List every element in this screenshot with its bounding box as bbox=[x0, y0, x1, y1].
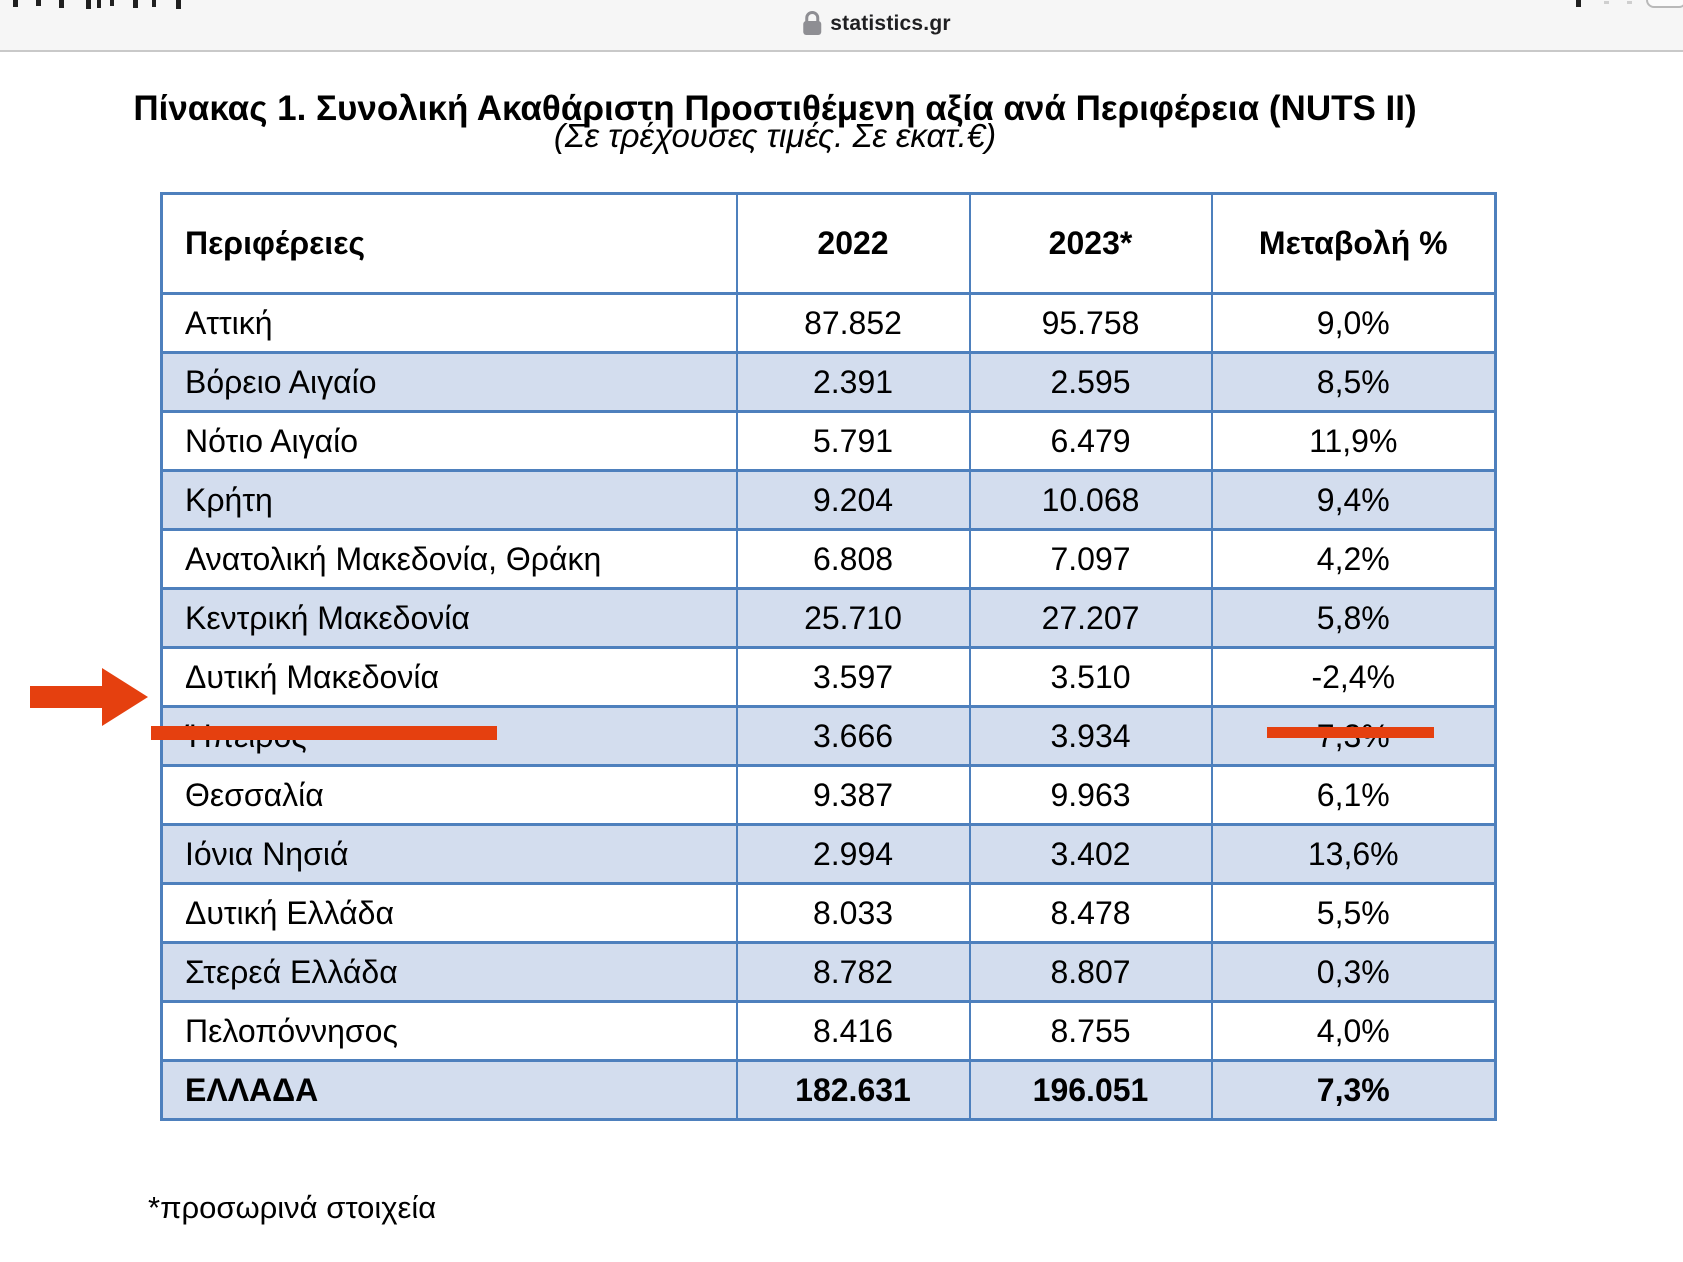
value-cell: 2.595 bbox=[968, 351, 1213, 413]
table-header-row: Περιφέρειες 2022 2023* Μεταβολή % bbox=[160, 192, 1497, 295]
value-cell: 3.402 bbox=[968, 823, 1213, 885]
value-cell: 13,6% bbox=[1210, 823, 1497, 885]
value-cell: 9.387 bbox=[735, 764, 971, 826]
value-cell: 10.068 bbox=[968, 469, 1213, 531]
value-cell: 3.934 bbox=[968, 705, 1213, 767]
table-body: Αττική 87.852 95.758 9,0% Βόρειο Αιγαίο 2.391… bbox=[160, 292, 1497, 1121]
table-row: Δυτική Ελλάδα 8.033 8.478 5,5% bbox=[160, 882, 1497, 944]
value-cell: 4,0% bbox=[1210, 1000, 1497, 1062]
value-cell: 6.808 bbox=[735, 528, 971, 590]
value-cell: 196.051 bbox=[968, 1059, 1213, 1121]
value-cell: 9.963 bbox=[968, 764, 1213, 826]
column-header-regions: Περιφέρειες bbox=[160, 192, 738, 295]
region-name-cell: Δυτική Μακεδονία bbox=[160, 646, 738, 708]
table-row: Στερεά Ελλάδα 8.782 8.807 0,3% bbox=[160, 941, 1497, 1003]
value-cell: 3.597 bbox=[735, 646, 971, 708]
page-subtitle: (Σε τρέχουσες τιμές. Σε εκατ.€) bbox=[553, 117, 997, 154]
value-cell: 0,3% bbox=[1210, 941, 1497, 1003]
value-cell: 8.782 bbox=[735, 941, 971, 1003]
value-cell: 27.207 bbox=[968, 587, 1213, 649]
region-name-cell: Στερεά Ελλάδα bbox=[160, 941, 738, 1003]
region-name-cell: Βόρειο Αιγαίο bbox=[160, 351, 738, 413]
table-row: Ιόνια Νησιά 2.994 3.402 13,6% bbox=[160, 823, 1497, 885]
value-cell: 6,1% bbox=[1210, 764, 1497, 826]
region-name-cell: Δυτική Ελλάδα bbox=[160, 882, 738, 944]
value-cell: 9.204 bbox=[735, 469, 971, 531]
browser-button-fragment bbox=[1646, 0, 1683, 8]
value-cell: 4,2% bbox=[1210, 528, 1497, 590]
column-header-change: Μεταβολή % bbox=[1210, 192, 1497, 295]
region-name-cell: Θεσσαλία bbox=[160, 764, 738, 826]
highlight-arrow-icon bbox=[30, 668, 150, 726]
value-cell: 8.416 bbox=[735, 1000, 971, 1062]
value-cell: 7,3% bbox=[1210, 1059, 1497, 1121]
browser-chrome: statistics.gr bbox=[0, 0, 1683, 52]
value-cell: 11,9% bbox=[1210, 410, 1497, 472]
value-cell: 5.791 bbox=[735, 410, 971, 472]
data-table: Περιφέρειες 2022 2023* Μεταβολή % Αττική… bbox=[160, 192, 1497, 1121]
highlight-underline-region bbox=[151, 726, 497, 740]
table-row: Ανατολική Μακεδονία, Θράκη 6.808 7.097 4,2% bbox=[160, 528, 1497, 590]
region-name-cell: Πελοπόννησος bbox=[160, 1000, 738, 1062]
page-title: Πίνακας 1. Συνολική Ακαθάριστη Προστιθέμ… bbox=[133, 89, 1417, 129]
table-footnote: *προσωρινά στοιχεία bbox=[148, 1190, 437, 1225]
value-cell: 3.666 bbox=[735, 705, 971, 767]
lock-icon bbox=[802, 11, 821, 36]
region-name-cell: Αττική bbox=[160, 292, 738, 354]
value-cell: -2,4% bbox=[1210, 646, 1497, 708]
column-header-2023: 2023* bbox=[968, 192, 1213, 295]
value-cell: 9,4% bbox=[1210, 469, 1497, 531]
value-cell: 8,5% bbox=[1210, 351, 1497, 413]
region-name-cell: ΕΛΛΑΔΑ bbox=[160, 1059, 738, 1121]
region-name-cell: Ιόνια Νησιά bbox=[160, 823, 738, 885]
value-cell: 8.807 bbox=[968, 941, 1213, 1003]
value-cell: 87.852 bbox=[735, 292, 971, 354]
region-name-cell: Νότιο Αιγαίο bbox=[160, 410, 738, 472]
column-header-2022: 2022 bbox=[735, 192, 971, 295]
value-cell: 95.758 bbox=[968, 292, 1213, 354]
table-row: Δυτική Μακεδονία 3.597 3.510 -2,4% bbox=[160, 646, 1497, 708]
table-row: Βόρειο Αιγαίο 2.391 2.595 8,5% bbox=[160, 351, 1497, 413]
table-total-row: ΕΛΛΑΔΑ 182.631 196.051 7,3% bbox=[160, 1059, 1497, 1121]
highlight-underline-value bbox=[1267, 727, 1434, 738]
table-row: Πελοπόννησος 8.416 8.755 4,0% bbox=[160, 1000, 1497, 1062]
value-cell: 5,8% bbox=[1210, 587, 1497, 649]
address-bar-url: statistics.gr bbox=[830, 11, 951, 35]
value-cell: 8.033 bbox=[735, 882, 971, 944]
value-cell: 6.479 bbox=[968, 410, 1213, 472]
value-cell: 7.097 bbox=[968, 528, 1213, 590]
table-row: Κεντρική Μακεδονία 25.710 27.207 5,8% bbox=[160, 587, 1497, 649]
table-row: Θεσσαλία 9.387 9.963 6,1% bbox=[160, 764, 1497, 826]
table-row: Νότιο Αιγαίο 5.791 6.479 11,9% bbox=[160, 410, 1497, 472]
value-cell: 9,0% bbox=[1210, 292, 1497, 354]
value-cell: 8.478 bbox=[968, 882, 1213, 944]
value-cell: 182.631 bbox=[735, 1059, 971, 1121]
value-cell: 3.510 bbox=[968, 646, 1213, 708]
table-row: Κρήτη 9.204 10.068 9,4% bbox=[160, 469, 1497, 531]
value-cell: 5,5% bbox=[1210, 882, 1497, 944]
value-cell: 25.710 bbox=[735, 587, 971, 649]
value-cell: 2.994 bbox=[735, 823, 971, 885]
value-cell: 2.391 bbox=[735, 351, 971, 413]
region-name-cell: Κεντρική Μακεδονία bbox=[160, 587, 738, 649]
region-name-cell: Ανατολική Μακεδονία, Θράκη bbox=[160, 528, 738, 590]
value-cell: 8.755 bbox=[968, 1000, 1213, 1062]
table-row: Αττική 87.852 95.758 9,0% bbox=[160, 292, 1497, 354]
address-bar[interactable]: statistics.gr bbox=[802, 11, 951, 36]
region-name-cell: Κρήτη bbox=[160, 469, 738, 531]
